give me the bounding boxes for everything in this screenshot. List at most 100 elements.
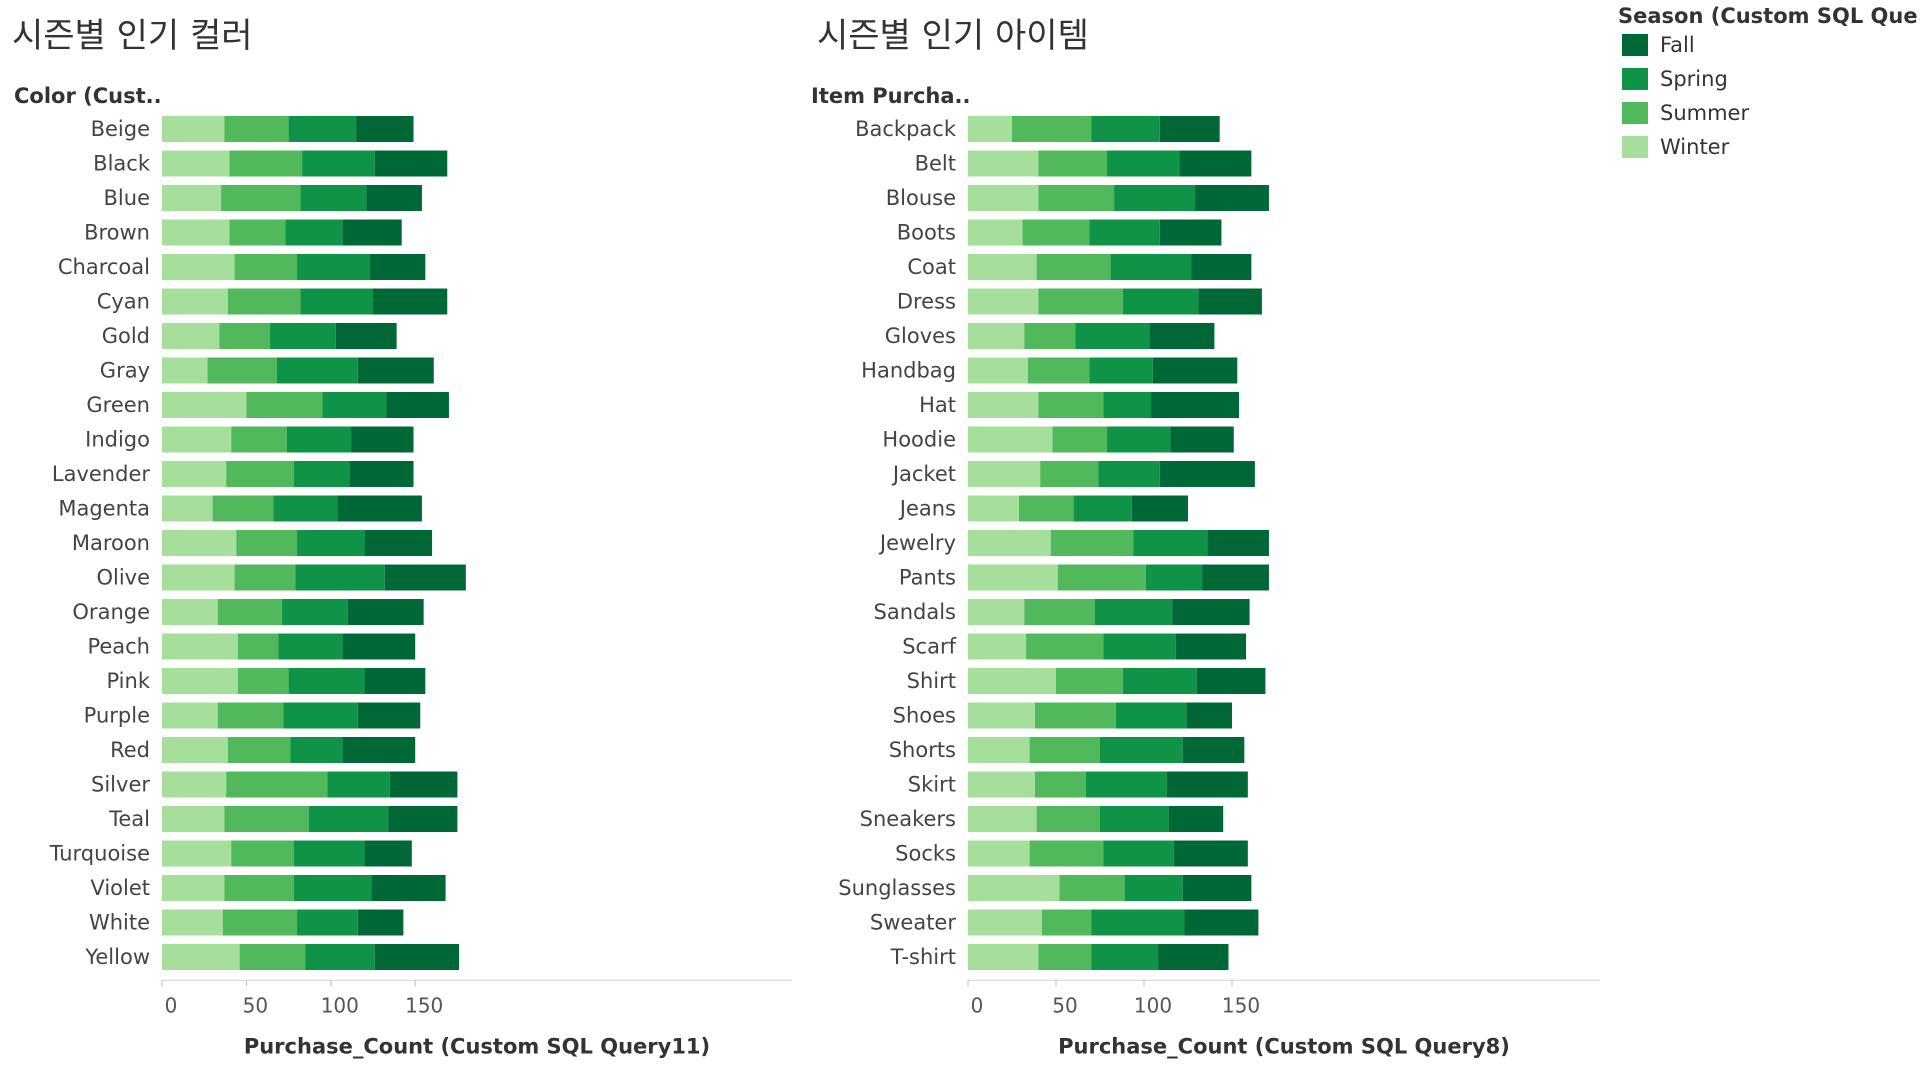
bar-segment-spring[interactable]: Lavender / Spring: 33 [293,461,350,487]
bar-segment-spring[interactable]: Blouse / Spring: 46 [1114,185,1196,211]
bar-segment-summer[interactable]: Handbag / Summer: 35 [1027,357,1090,384]
bar-segment-fall[interactable]: Hat / Fall: 50 [1151,392,1240,418]
bar-segment-summer[interactable]: Jeans / Summer: 31 [1019,495,1074,522]
bar-segment-fall[interactable]: Shoes / Fall: 26 [1186,702,1232,729]
bar-segment-spring[interactable]: Olive / Spring: 53 [295,564,385,591]
bar-segment-fall[interactable]: Boots / Fall: 35 [1159,219,1222,246]
bar-segment-fall[interactable]: Socks / Fall: 42 [1173,840,1248,867]
bar-segment-spring[interactable]: Handbag / Spring: 36 [1089,357,1153,384]
bar-segment-winter[interactable]: Handbag / Winter: 34 [968,357,1028,384]
bar-segment-winter[interactable]: Beige / Winter: 37 [162,116,225,142]
bar-segment-spring[interactable]: Socks / Spring: 40 [1103,840,1174,867]
bar-segment-summer[interactable]: Sunglasses / Summer: 37 [1059,875,1125,901]
bar-segment-winter[interactable]: Maroon / Winter: 44 [162,530,237,556]
bar-segment-spring[interactable]: Shorts / Spring: 47 [1100,737,1183,763]
bar-segment-fall[interactable]: Purple / Fall: 37 [357,702,421,729]
bar-segment-fall[interactable]: Brown / Fall: 35 [342,219,402,246]
bar-segment-winter[interactable]: Gray / Winter: 27 [162,357,208,384]
bar-segment-summer[interactable]: Scarf / Summer: 44 [1026,633,1104,660]
bar-segment-winter[interactable]: Charcoal / Winter: 43 [162,254,235,280]
bar-segment-spring[interactable]: Silver / Spring: 37 [327,771,390,798]
bar-segment-fall[interactable]: Skirt / Fall: 46 [1166,771,1248,798]
bar-segment-fall[interactable]: Violet / Fall: 44 [371,875,446,901]
bar-segment-winter[interactable]: Blue / Winter: 35 [162,185,222,211]
bar-segment-fall[interactable]: Blouse / Fall: 42 [1195,185,1269,211]
bar-segment-winter[interactable]: Blouse / Winter: 40 [968,185,1039,211]
bar-segment-summer[interactable]: Black / Summer: 43 [229,150,303,177]
bar-segment-summer[interactable]: Gloves / Summer: 29 [1024,323,1076,349]
bar-segment-summer[interactable]: Yellow / Summer: 39 [239,944,306,970]
bar-segment-summer[interactable]: Sneakers / Summer: 36 [1036,806,1100,832]
bar-segment-fall[interactable]: Charcoal / Fall: 33 [369,254,426,280]
bar-segment-fall[interactable]: Jewelry / Fall: 35 [1207,530,1269,556]
bar-segment-winter[interactable]: Sandals / Winter: 32 [968,599,1025,625]
bar-segment-fall[interactable]: Maroon / Fall: 40 [364,530,433,556]
bar-segment-fall[interactable]: Sweater / Fall: 42 [1184,909,1259,936]
bar-segment-fall[interactable]: Indigo / Fall: 37 [351,426,414,453]
bar-segment-winter[interactable]: Shorts / Winter: 35 [968,737,1030,763]
bar-segment-spring[interactable]: Cyan / Spring: 43 [300,288,373,315]
bar-segment-summer[interactable]: Gold / Summer: 30 [219,323,271,349]
bar-segment-summer[interactable]: Boots / Summer: 38 [1022,219,1090,246]
bar-segment-fall[interactable]: Beige / Fall: 34 [356,116,414,142]
bar-segment-spring[interactable]: Jeans / Spring: 33 [1073,495,1132,522]
bar-segment-winter[interactable]: Turquoise / Winter: 41 [162,840,232,867]
bar-segment-fall[interactable]: Black / Fall: 43 [374,150,448,177]
bar-segment-summer[interactable]: Cyan / Summer: 43 [227,288,301,315]
bar-segment-spring[interactable]: Backpack / Spring: 39 [1091,116,1160,142]
bar-segment-spring[interactable]: Pink / Spring: 45 [288,668,365,694]
bar-segment-summer[interactable]: Turquoise / Summer: 37 [231,840,294,867]
bar-segment-spring[interactable]: Beige / Spring: 40 [288,116,357,142]
bar-segment-fall[interactable]: Scarf / Fall: 40 [1175,633,1247,660]
bar-segment-summer[interactable]: Violet / Summer: 41 [224,875,294,901]
bar-segment-summer[interactable]: Lavender / Summer: 40 [226,461,294,487]
bar-segment-spring[interactable]: Green / Spring: 38 [322,392,387,418]
bar-segment-spring[interactable]: Sunglasses / Spring: 33 [1124,875,1183,901]
bar-segment-spring[interactable]: Coat / Spring: 46 [1110,254,1192,280]
bar-segment-summer[interactable]: T-shirt / Summer: 30 [1038,944,1092,970]
bar-segment-summer[interactable]: Hat / Summer: 37 [1038,392,1104,418]
bar-segment-winter[interactable]: Scarf / Winter: 33 [968,633,1027,660]
bar-segment-winter[interactable]: Pants / Winter: 51 [968,564,1058,591]
bar-segment-fall[interactable]: Belt / Fall: 41 [1179,150,1252,177]
bar-segment-winter[interactable]: Belt / Winter: 40 [968,150,1039,177]
bar-segment-fall[interactable]: Cyan / Fall: 44 [373,288,448,315]
bar-segment-winter[interactable]: Pink / Winter: 45 [162,668,238,694]
bar-segment-fall[interactable]: White / Fall: 27 [357,909,404,936]
bar-segment-summer[interactable]: Shorts / Summer: 40 [1029,737,1100,763]
bar-segment-winter[interactable]: Socks / Winter: 35 [968,840,1030,867]
bar-segment-winter[interactable]: Coat / Winter: 39 [968,254,1037,280]
bar-segment-winter[interactable]: Skirt / Winter: 38 [968,771,1035,798]
bar-segment-spring[interactable]: Jacket / Spring: 35 [1098,461,1160,487]
bar-segment-spring[interactable]: Hoodie / Spring: 36 [1107,426,1171,453]
bar-segment-fall[interactable]: Teal / Fall: 41 [388,806,458,832]
bar-segment-fall[interactable]: Jeans / Fall: 32 [1131,495,1188,522]
bar-segment-summer[interactable]: Skirt / Summer: 29 [1034,771,1086,798]
bar-segment-spring[interactable]: Magenta / Spring: 38 [273,495,338,522]
bar-segment-summer[interactable]: Beige / Summer: 38 [224,116,289,142]
bar-segment-spring[interactable]: Sweater / Spring: 53 [1091,909,1185,936]
bar-segment-fall[interactable]: Gold / Fall: 36 [335,323,397,349]
bar-segment-fall[interactable]: Coat / Fall: 34 [1191,254,1252,280]
bar-segment-summer[interactable]: Pants / Summer: 50 [1057,564,1146,591]
bar-segment-summer[interactable]: Charcoal / Summer: 37 [234,254,298,280]
bar-segment-winter[interactable]: Shirt / Winter: 50 [968,668,1056,694]
bar-segment-winter[interactable]: Green / Winter: 50 [162,392,247,418]
bar-segment-summer[interactable]: Peach / Summer: 24 [237,633,279,660]
bar-segment-spring[interactable]: Teal / Spring: 47 [308,806,389,832]
bar-segment-winter[interactable]: Gold / Winter: 34 [162,323,220,349]
bar-segment-summer[interactable]: Maroon / Summer: 36 [236,530,298,556]
bar-segment-winter[interactable]: Indigo / Winter: 41 [162,426,232,453]
bar-segment-summer[interactable]: Green / Summer: 45 [246,392,323,418]
bar-segment-fall[interactable]: Magenta / Fall: 50 [337,495,422,522]
bar-segment-winter[interactable]: Black / Winter: 40 [162,150,230,177]
bar-segment-summer[interactable]: Backpack / Summer: 45 [1012,116,1092,142]
bar-segment-winter[interactable]: Sunglasses / Winter: 52 [968,875,1060,901]
bar-segment-spring[interactable]: Violet / Spring: 46 [293,875,372,901]
bar-segment-fall[interactable]: Gloves / Fall: 37 [1149,323,1215,349]
bar-segment-summer[interactable]: Jacket / Summer: 33 [1040,461,1099,487]
bar-segment-winter[interactable]: T-shirt / Winter: 40 [968,944,1039,970]
bar-segment-summer[interactable]: Silver / Summer: 60 [226,771,328,798]
bar-segment-fall[interactable]: Peach / Fall: 43 [342,633,416,660]
bar-segment-fall[interactable]: Yellow / Fall: 50 [374,944,460,970]
